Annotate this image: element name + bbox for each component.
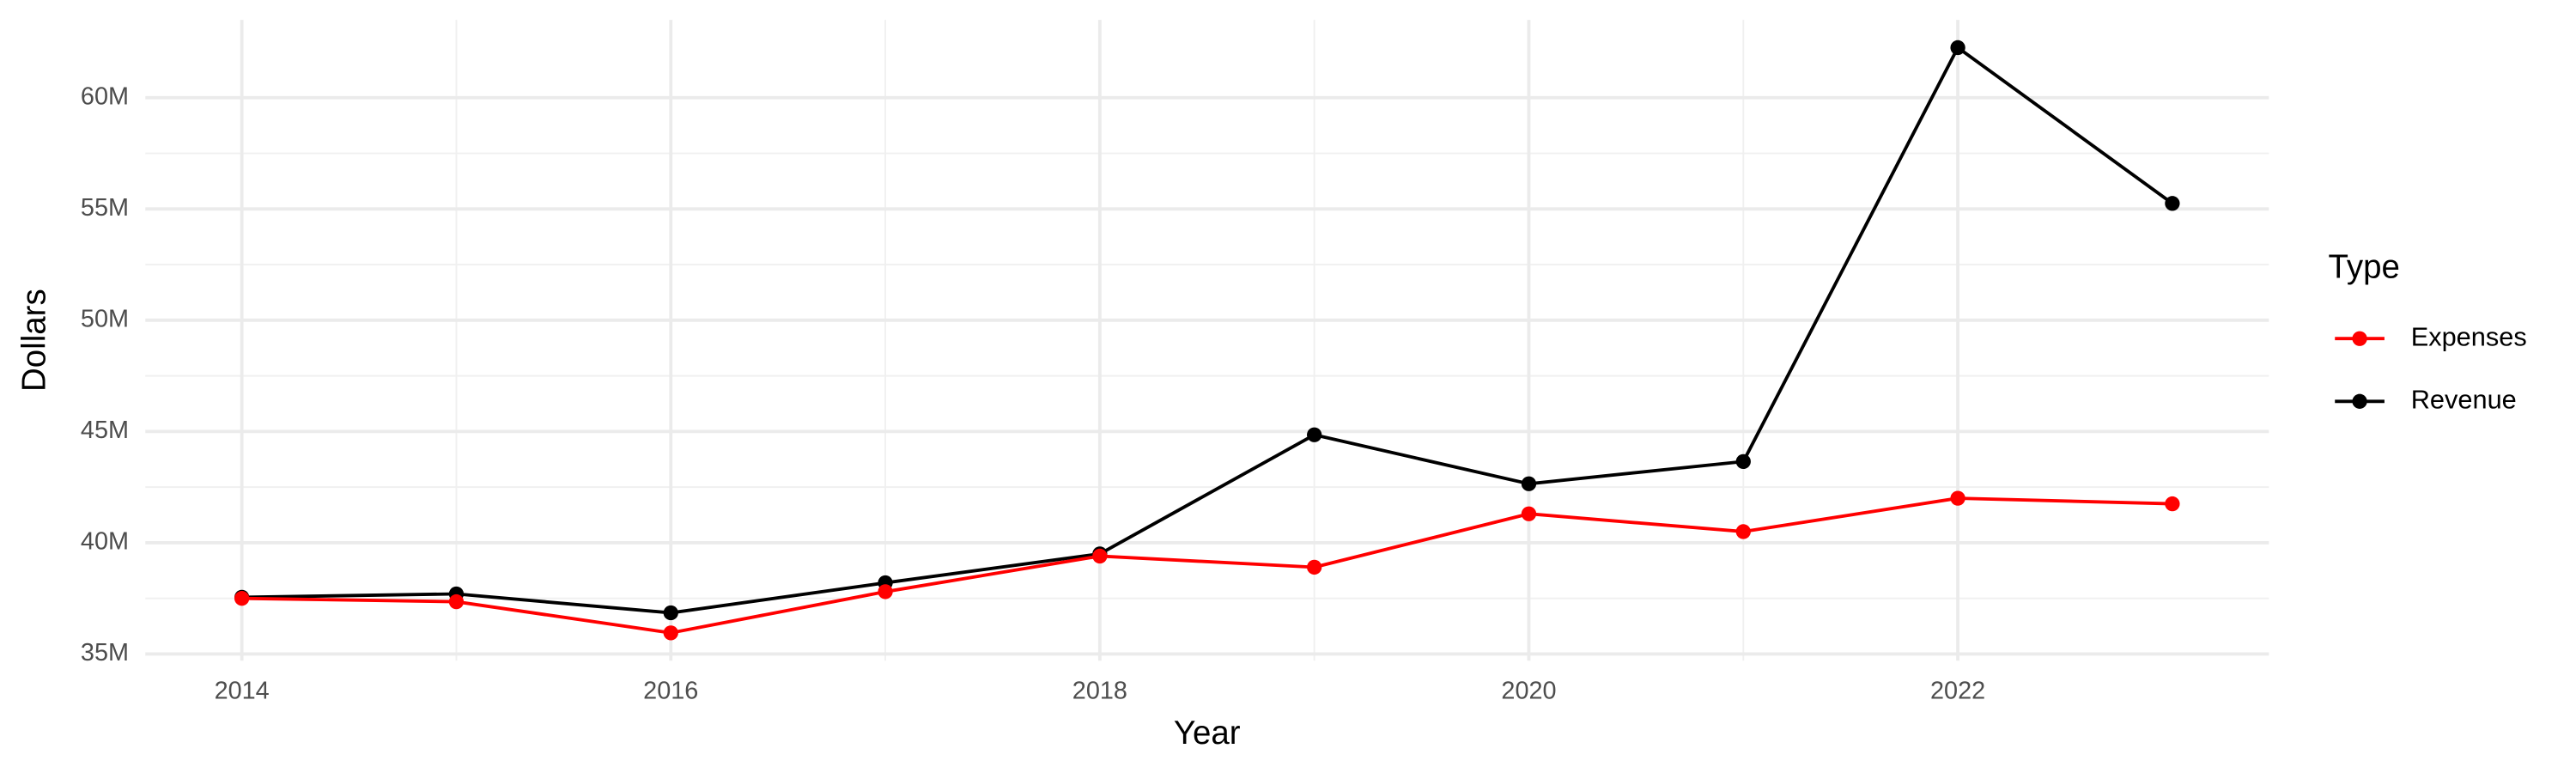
data-point [1950, 40, 1965, 56]
y-tick-label: 35M [81, 639, 129, 666]
x-tick-label: 2020 [1501, 677, 1556, 704]
y-axis-title: Dollars [15, 289, 52, 392]
data-point [878, 584, 893, 600]
data-point [1735, 524, 1751, 539]
data-point [663, 625, 678, 641]
y-tick-label: 55M [81, 194, 129, 222]
y-tick-label: 50M [81, 305, 129, 332]
x-tick-label: 2016 [643, 677, 698, 704]
legend-title: Type [2329, 249, 2400, 286]
data-point [234, 591, 250, 606]
data-point [448, 593, 465, 610]
data-point [663, 605, 678, 621]
legend-point [2352, 331, 2367, 346]
y-tick-label: 40M [81, 528, 129, 556]
legend-label: Expenses [2411, 321, 2527, 351]
data-point [1307, 427, 1322, 442]
x-tick-label: 2022 [1930, 677, 1985, 704]
x-tick-label: 2018 [1072, 677, 1127, 704]
grid [145, 20, 2269, 661]
x-tick-label: 2014 [215, 677, 270, 704]
data-point [1950, 490, 1965, 506]
legend-label: Revenue [2411, 384, 2517, 414]
legend-point [2352, 393, 2367, 409]
data-point [2165, 496, 2180, 512]
data-point [1521, 476, 1537, 491]
series-line [241, 496, 2172, 635]
data-point [1307, 559, 1322, 575]
y-tick-label: 60M [81, 82, 129, 110]
x-axis-title: Year [1174, 715, 1241, 752]
data-point [1735, 453, 1751, 470]
series-line [241, 45, 2174, 615]
data-point [2165, 196, 2180, 211]
y-tick-label: 45M [81, 417, 129, 444]
data-point [1092, 548, 1108, 564]
data-point [1521, 506, 1537, 521]
